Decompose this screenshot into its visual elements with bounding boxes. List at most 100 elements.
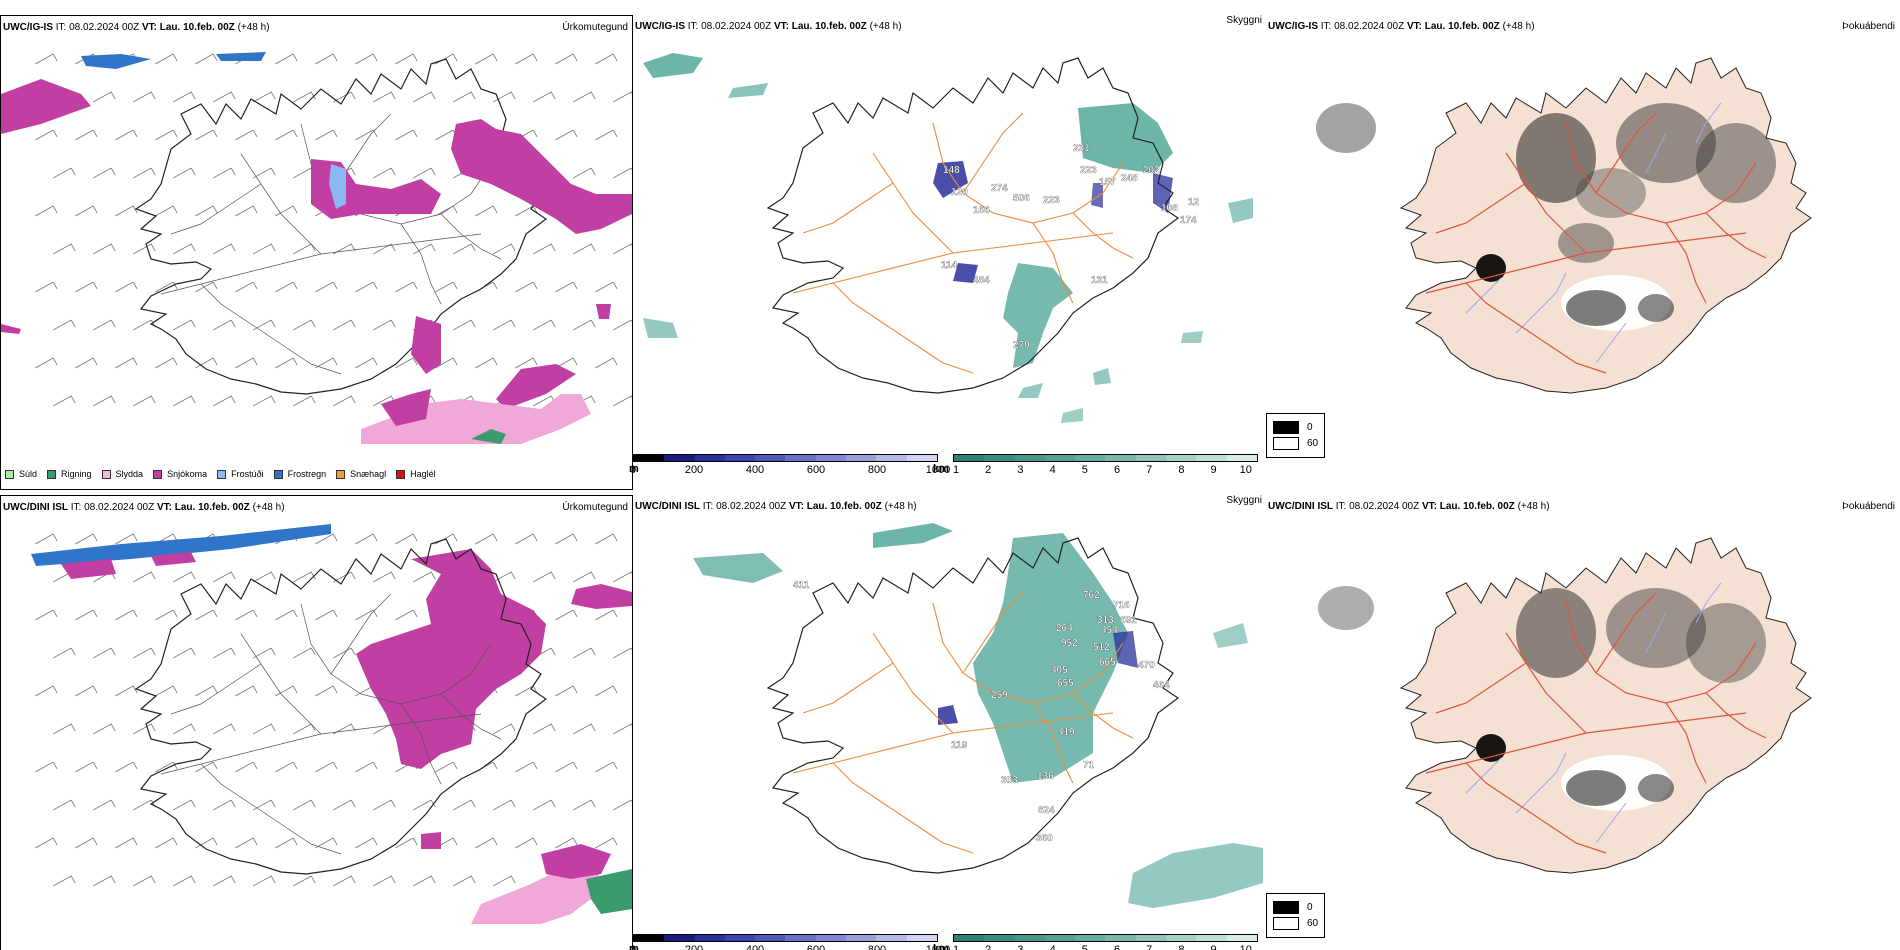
wind-barb xyxy=(53,875,76,887)
wind-barb xyxy=(115,281,138,293)
visibility-value-label: 411 xyxy=(793,580,810,591)
visibility-value-label: 148 xyxy=(943,165,960,176)
legend-label: Snjókoma xyxy=(167,469,208,479)
road-segment xyxy=(832,762,974,854)
wind-barb xyxy=(275,281,298,293)
fog-legend-row: 60 xyxy=(1273,437,1318,450)
colorbar-tick: 4 xyxy=(1049,464,1056,476)
panel-header: UWC/DINI ISL IT: 08.02.2024 00Z VT: Lau.… xyxy=(635,495,1262,517)
fog-shade-patch xyxy=(1516,113,1596,203)
wind-barb xyxy=(93,395,116,407)
visibility-value-label: 202 xyxy=(1143,165,1160,176)
wind-barb xyxy=(293,571,316,583)
wind-barb xyxy=(195,53,218,65)
colorbar-segment xyxy=(846,455,877,461)
snow-area xyxy=(1,324,21,334)
wind-barb xyxy=(373,91,396,103)
visibility-value-label: 259 xyxy=(991,690,1008,701)
colorbar-segment xyxy=(1166,455,1197,461)
fog-legend-label: 0 xyxy=(1307,422,1313,433)
wind-barb xyxy=(493,243,516,255)
lead-time: (+48 h) xyxy=(252,502,285,513)
wind-barb xyxy=(395,609,418,621)
wind-barb xyxy=(373,243,396,255)
low-visibility-area xyxy=(1113,631,1138,668)
legend-swatch xyxy=(336,469,346,479)
visibility-panel-bottom: UWC/DINI ISL IT: 08.02.2024 00Z VT: Lau.… xyxy=(629,495,1266,950)
fog-legend-swatch xyxy=(1273,901,1299,914)
fog-legend-label: 60 xyxy=(1307,918,1319,929)
model-name: UWC/IG-IS xyxy=(635,21,685,32)
wind-barb xyxy=(93,723,116,735)
wind-barb xyxy=(475,53,498,65)
iceland-land xyxy=(1399,57,1812,394)
road-segment xyxy=(962,592,1024,674)
wind-barb xyxy=(475,205,498,217)
wind-barb xyxy=(373,875,396,887)
visibility-value-label: 270 xyxy=(1013,340,1030,351)
legend-swatch xyxy=(396,469,406,479)
wind-barb xyxy=(355,533,378,545)
colorbar-segment xyxy=(694,455,725,461)
wind-barb xyxy=(115,533,138,545)
colorbar-segment xyxy=(1135,935,1167,941)
colorbar-tick: 1000 xyxy=(925,944,951,950)
valid-time: Lau. 10.feb. 00Z xyxy=(1424,21,1500,32)
colorbar-segment xyxy=(1166,935,1197,941)
wind-barb xyxy=(235,761,258,773)
wind-barb xyxy=(53,319,76,331)
visibility-value-label: 512 xyxy=(1093,642,1110,653)
lead-time: (+48 h) xyxy=(884,501,917,512)
river-network xyxy=(1465,582,1722,844)
colorbar-unit: km xyxy=(933,463,949,475)
colorbar-tick: 6 xyxy=(1113,944,1121,950)
colorbar-tick: 600 xyxy=(806,464,826,476)
wind-barb xyxy=(75,205,98,217)
wind-barb xyxy=(395,837,418,849)
wind-barb xyxy=(235,129,258,141)
wind-barb xyxy=(573,799,596,811)
low-cloud-area xyxy=(643,53,703,78)
model-name: UWC/DINI ISL xyxy=(1268,501,1333,512)
wind-barb xyxy=(573,167,596,179)
low-cloud-area xyxy=(1018,383,1043,398)
valid-time-label: VT: xyxy=(156,502,172,513)
fog-shade-patch xyxy=(1566,290,1626,326)
panel-title: Skyggni xyxy=(1226,15,1262,26)
wind-barb xyxy=(75,837,98,849)
colorbar-tick: 200 xyxy=(684,944,704,950)
wind-barb xyxy=(333,647,356,659)
valid-time-label: VT: xyxy=(788,501,804,512)
init-time: IT: 08.02.2024 00Z xyxy=(1320,21,1405,32)
wind-barb xyxy=(155,609,178,621)
colorbar-segment xyxy=(984,935,1015,941)
wind-barb xyxy=(35,205,58,217)
colorbar-segment xyxy=(785,455,816,461)
colorbar-tick: 400 xyxy=(745,944,765,950)
wind-barb xyxy=(395,357,418,369)
road-segment xyxy=(872,152,954,254)
visibility-value-label: 470 xyxy=(1138,660,1155,671)
wind-barb xyxy=(133,243,156,255)
valid-time: Lau. 10.feb. 00Z xyxy=(806,501,882,512)
snow-area xyxy=(151,552,196,566)
colorbar-segment xyxy=(1075,455,1106,461)
panel-title: Þokuábendi xyxy=(1842,501,1895,512)
wind-barb xyxy=(413,167,436,179)
iceland-coastline xyxy=(766,537,1180,874)
colorbar-segment xyxy=(1105,935,1136,941)
road-segment xyxy=(1705,692,1767,739)
wind-barb xyxy=(93,167,116,179)
wind-barb xyxy=(213,799,236,811)
road-segment xyxy=(200,283,342,375)
visibility-value-label: 665 xyxy=(1099,657,1116,668)
wind-barb xyxy=(493,319,516,331)
wind-barb xyxy=(315,129,338,141)
wind-barb xyxy=(595,609,618,621)
wind-barb xyxy=(613,647,632,659)
wind-barb xyxy=(93,91,116,103)
visibility-value-label: 274 xyxy=(991,183,1008,194)
wind-barb xyxy=(253,167,276,179)
wind-barb xyxy=(595,685,618,697)
visibility-value-label: 114 xyxy=(941,260,958,271)
